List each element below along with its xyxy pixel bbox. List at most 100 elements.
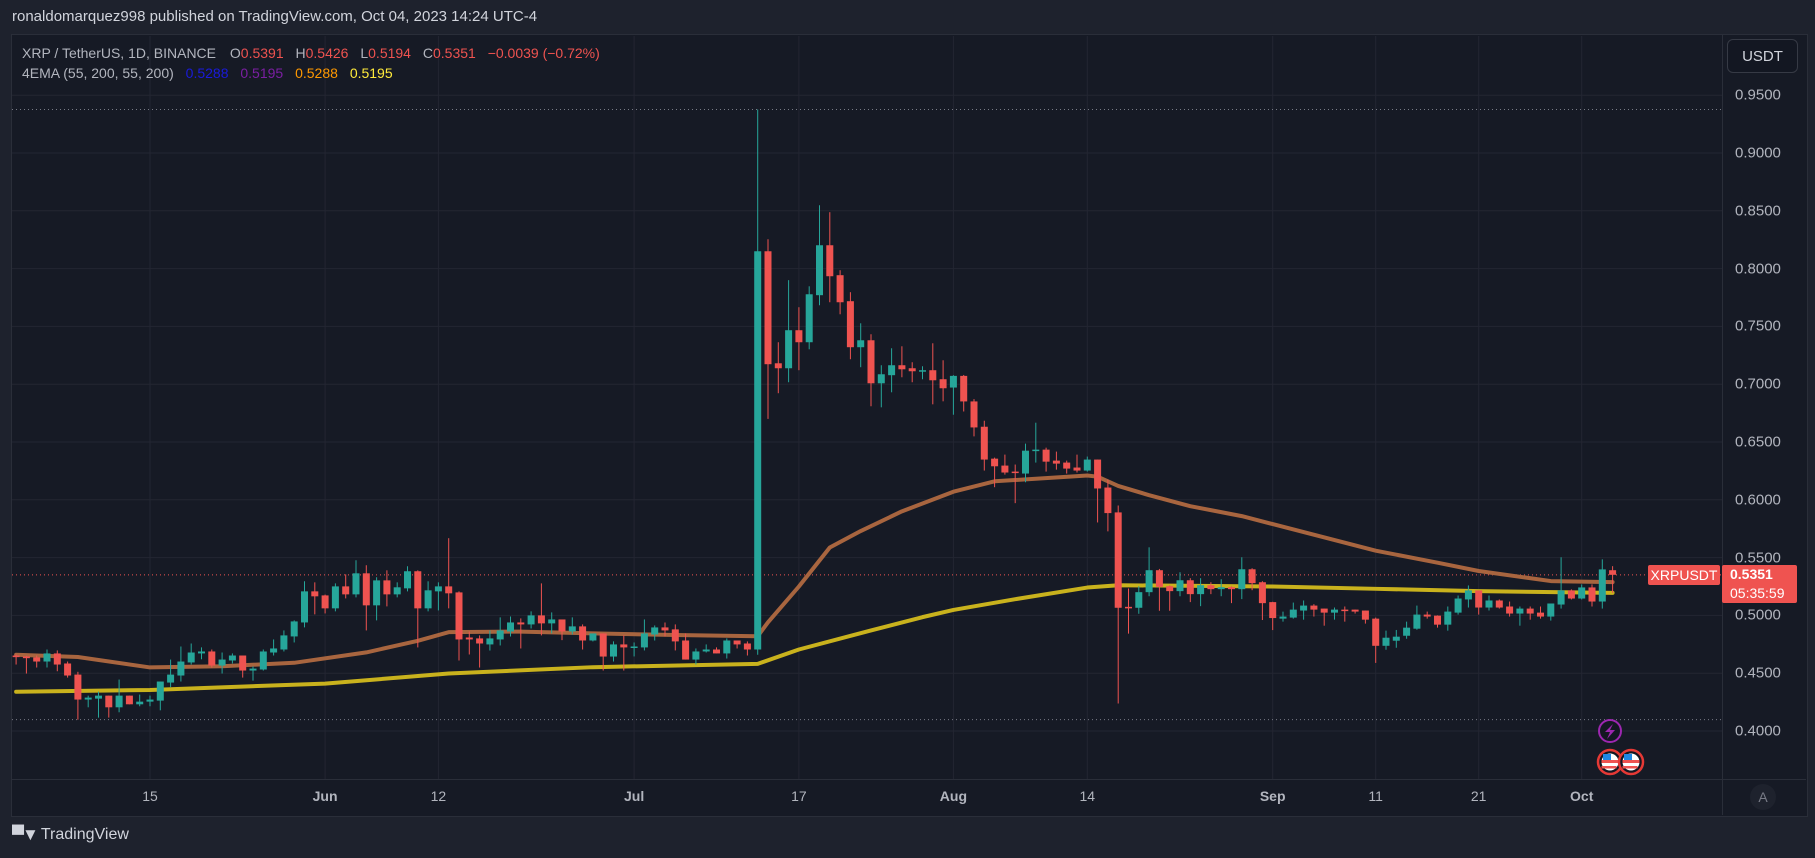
currency-button[interactable]: USDT [1727,39,1798,73]
candle-body [651,627,659,635]
candle [836,270,844,315]
candle-body [589,633,597,641]
candle [1537,606,1544,619]
candle-body [445,586,453,594]
candle [919,366,926,380]
candle [1104,479,1112,532]
candle-body [836,275,844,303]
candle [476,635,484,668]
candle [579,624,587,650]
candle-body [1485,600,1493,608]
candle-body [610,644,617,657]
candle [1506,601,1514,617]
candle-body [1155,570,1163,587]
candle-body [640,633,648,648]
candle [888,348,896,393]
candle-body [1032,449,1040,452]
price-tick-label: 0.4000 [1735,722,1781,740]
candle [249,666,257,681]
time-tick-label: Jul [623,788,645,804]
candle-body [239,655,247,671]
candle [640,619,648,651]
candle-body [682,640,690,660]
candle [1557,557,1565,609]
candle [404,566,411,592]
candle [960,374,968,412]
grid [12,36,1722,779]
candle [1279,611,1287,622]
candle-body [33,657,41,662]
candle [259,649,267,671]
candle-body [1125,606,1132,609]
legend-close: 0.5351 [432,45,476,61]
price-tick-label: 0.9500 [1735,86,1781,104]
candle [105,695,113,718]
candle-body [43,653,51,662]
candle [548,612,556,634]
indicator-name[interactable]: 4EMA (55, 200, 55, 200) [22,65,174,81]
candle [1166,585,1174,611]
candle-body [846,301,854,348]
candle [455,591,463,661]
candle [1238,557,1246,600]
candle [733,640,741,649]
candle-body [280,635,288,650]
candle [1217,579,1225,597]
candle [22,655,30,674]
candle-body [795,330,803,343]
auto-scale-button[interactable]: A [1750,784,1776,810]
candle [424,581,432,612]
candle [1464,585,1472,608]
candle-body [476,638,484,644]
candle-body [1228,587,1235,590]
candle-body [12,655,20,658]
ema-value-3: 0.5288 [295,65,338,81]
legend-low-label: L [360,45,369,61]
candle-body [661,627,669,631]
candle-body [1042,449,1050,462]
candle-body [414,571,422,609]
legend-open: 0.5391 [240,45,284,61]
ema-value-2: 0.5195 [240,65,284,81]
candle [1372,617,1380,663]
candle-body [620,644,628,648]
candle-body [1372,618,1380,646]
candle-body [1166,586,1174,592]
candle [599,633,607,671]
candle-body [496,630,504,640]
candle [1197,578,1205,607]
candle [1609,566,1617,593]
candle [857,323,865,368]
legend-high-label: H [295,45,306,61]
candle [826,212,834,303]
candle [1392,629,1400,648]
candle-body [517,622,525,625]
candle [1258,581,1266,621]
legend-symbol[interactable]: XRP / TetherUS, 1D, BINANCE [22,45,216,61]
candle-body [115,695,123,708]
candle [1567,589,1575,600]
price-tick-label: 0.8000 [1735,260,1781,278]
candle-body [630,646,638,648]
candle-body [434,586,442,592]
footer-brand[interactable]: ▀▼ TradingView [12,825,129,845]
candle-body [1094,459,1102,489]
candle-body [331,586,339,609]
lightning-icon-bolt [1605,724,1615,739]
candle [1351,609,1359,614]
candle-body [321,595,329,609]
candle-body [136,701,144,705]
price-tick-label: 0.7000 [1735,375,1781,393]
candle-body [1351,609,1359,612]
candle-body [270,648,278,653]
candle [610,641,617,662]
candle [1155,568,1163,611]
candle [1289,602,1297,619]
candle [1022,443,1029,483]
candle-body [599,633,607,657]
candle [774,342,782,394]
candle [1135,586,1143,614]
candle [1001,454,1009,475]
legend-indicator: 4EMA (55, 200, 55, 200) 0.5288 0.5195 0.… [22,65,401,81]
